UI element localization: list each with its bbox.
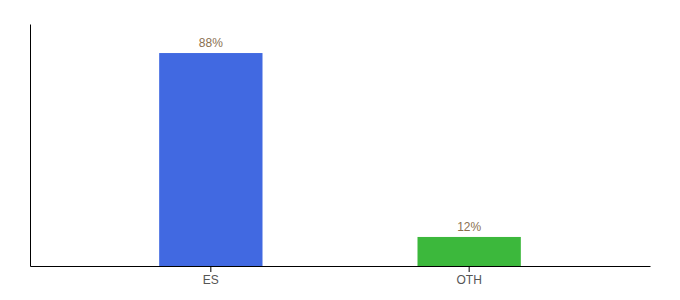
y-axis <box>30 25 31 267</box>
bar <box>159 53 262 266</box>
plot: ES OTH 88% 12% <box>31 25 651 287</box>
x-axis-line <box>31 266 651 267</box>
x-tick: OTH <box>456 266 481 287</box>
x-tick-mark <box>469 266 470 272</box>
x-tick-label: OTH <box>456 273 481 287</box>
bar <box>418 237 521 266</box>
x-tick-mark <box>210 266 211 272</box>
x-tick: ES <box>203 266 219 287</box>
bars <box>159 53 521 266</box>
data-labels: 88% 12% <box>199 36 482 234</box>
data-label: 88% <box>199 36 223 50</box>
x-tick-label: ES <box>203 273 219 287</box>
data-label: 12% <box>457 220 481 234</box>
chart: ES OTH 88% 12% <box>0 0 680 300</box>
x-axis: ES OTH <box>31 266 651 287</box>
y-axis-line <box>30 25 31 267</box>
